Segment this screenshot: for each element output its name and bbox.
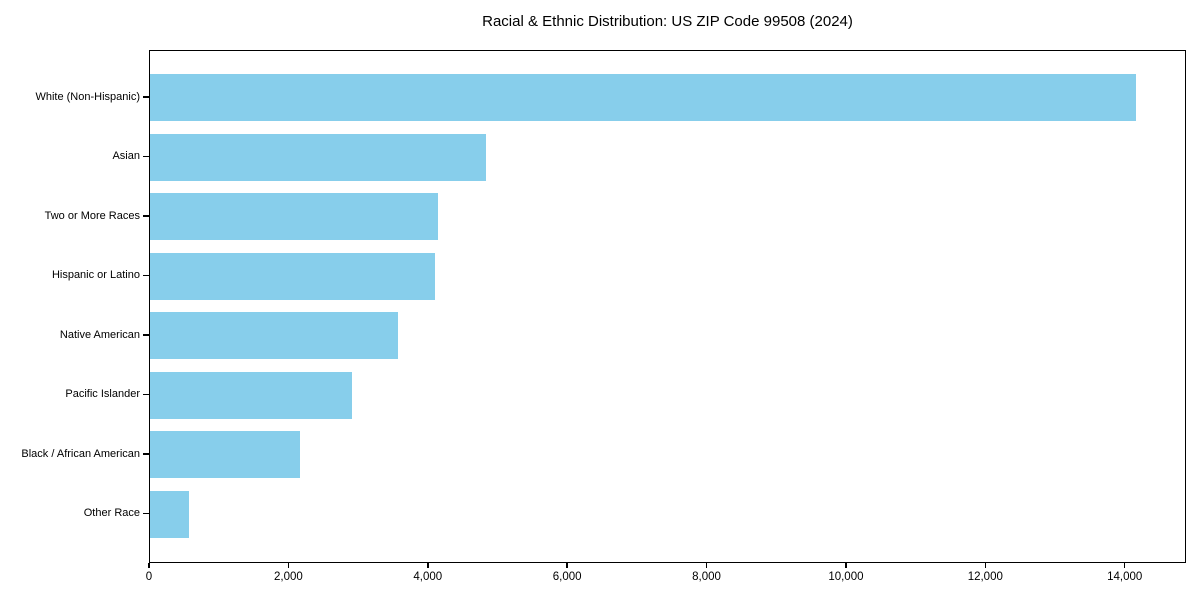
bar-two-or-more-races — [150, 193, 439, 241]
x-tick-label-2000: 2,000 — [273, 571, 303, 583]
x-tick-0 — [148, 563, 150, 568]
x-tick-label-4000: 4,000 — [413, 571, 443, 583]
y-tick-white-non-hispanic — [143, 96, 149, 98]
x-tick-label-12000: 12,000 — [967, 571, 1003, 583]
x-tick-6000 — [566, 563, 568, 568]
y-tick-asian — [143, 155, 149, 157]
bar-white-non-hispanic — [150, 74, 1136, 122]
y-tick-black-african-american — [143, 453, 149, 455]
x-tick-10000 — [845, 563, 847, 568]
x-tick-12000 — [984, 563, 987, 568]
bar-other-race — [150, 490, 190, 538]
bar-native-american — [150, 312, 398, 360]
y-label-black-african-american: Black / African American — [21, 447, 140, 460]
x-tick-4000 — [427, 563, 429, 568]
plot-area — [149, 50, 1186, 563]
x-tick-8000 — [705, 563, 708, 568]
y-label-native-american: Native American — [59, 328, 140, 341]
y-label-asian: Asian — [112, 150, 140, 163]
x-tick-label-0: 0 — [145, 571, 153, 583]
bar-black-african-american — [150, 431, 300, 479]
x-tick-label-6000: 6,000 — [552, 571, 582, 583]
y-tick-two-or-more-races — [143, 215, 149, 217]
x-tick-label-14000: 14,000 — [1107, 571, 1143, 583]
bar-hispanic-or-latino — [150, 252, 436, 300]
y-tick-native-american — [143, 334, 149, 336]
x-tick-2000 — [287, 563, 290, 568]
y-label-other-race: Other Race — [83, 507, 140, 520]
bar-pacific-islander — [150, 371, 353, 419]
y-tick-other-race — [143, 512, 149, 514]
y-tick-hispanic-or-latino — [143, 274, 149, 276]
x-tick-label-8000: 8,000 — [692, 571, 721, 583]
chart-title: Racial & Ethnic Distribution: US ZIP Cod… — [482, 13, 853, 30]
x-tick-label-10000: 10,000 — [828, 571, 864, 583]
y-label-hispanic-or-latino: Hispanic or Latino — [51, 269, 140, 282]
y-label-white-non-hispanic: White (Non-Hispanic) — [35, 90, 140, 103]
y-label-two-or-more-races: Two or More Races — [44, 209, 140, 222]
y-tick-pacific-islander — [143, 393, 149, 395]
y-label-pacific-islander: Pacific Islander — [65, 388, 140, 401]
bar-asian — [150, 133, 486, 181]
x-tick-14000 — [1123, 563, 1126, 568]
